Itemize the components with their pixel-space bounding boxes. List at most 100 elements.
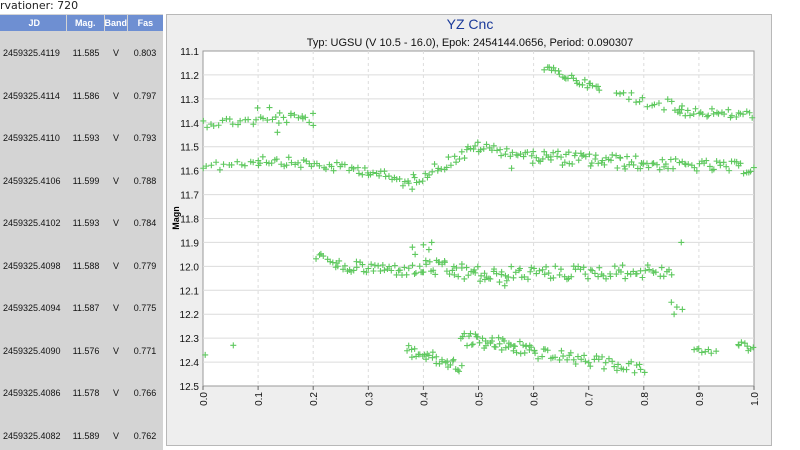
- data-point: [350, 267, 357, 274]
- data-point: [468, 341, 475, 348]
- data-point: [409, 262, 416, 269]
- data-points: [200, 64, 757, 376]
- data-point: [715, 110, 722, 117]
- data-point: [542, 346, 549, 353]
- data-point: [359, 261, 366, 268]
- data-point: [609, 358, 616, 365]
- data-point: [421, 351, 428, 358]
- cell-band: V: [112, 260, 119, 271]
- data-point: [288, 159, 295, 166]
- cell-fas: 0.771: [133, 345, 157, 356]
- data-point: [624, 270, 631, 277]
- data-point: [254, 104, 261, 111]
- data-point: [664, 96, 671, 103]
- data-point: [411, 174, 418, 181]
- data-point: [582, 358, 589, 365]
- data-point: [593, 353, 600, 360]
- cell-jd: 2459325.4082: [3, 430, 61, 441]
- data-point: [443, 164, 450, 171]
- data-point: [560, 353, 567, 360]
- data-point: [393, 271, 400, 278]
- data-point: [213, 159, 220, 166]
- data-point: [702, 348, 709, 355]
- x-tick-label: 1.0: [750, 392, 761, 406]
- data-point: [467, 330, 474, 337]
- data-point: [569, 161, 576, 168]
- data-point: [556, 271, 563, 278]
- column-header-mag[interactable]: Mag.: [66, 15, 104, 31]
- table-row[interactable]: 2459325.4086 11.578 V 0.766: [0, 388, 163, 398]
- data-point: [611, 263, 618, 270]
- table-row[interactable]: 2459325.4110 11.593 V 0.793: [0, 133, 163, 143]
- data-point: [654, 161, 661, 168]
- x-tick-label: 0.4: [419, 392, 430, 406]
- data-point: [617, 155, 624, 162]
- data-point: [508, 165, 515, 172]
- data-point: [662, 161, 669, 168]
- data-point: [521, 273, 528, 280]
- data-point: [728, 112, 735, 119]
- data-point: [533, 154, 540, 161]
- data-point: [295, 114, 302, 121]
- cell-jd: 2459325.4094: [3, 303, 61, 313]
- cell-jd: 2459325.4102: [3, 218, 61, 228]
- y-tick-label: 11.1: [180, 47, 199, 58]
- data-point: [412, 270, 419, 277]
- data-point: [624, 153, 631, 160]
- table-row[interactable]: 2459325.4102 11.593 V 0.784: [0, 218, 163, 228]
- column-header-jd[interactable]: JD: [0, 15, 66, 31]
- data-point: [625, 96, 632, 103]
- data-point: [713, 348, 720, 355]
- data-point: [459, 333, 466, 340]
- data-point: [412, 251, 419, 258]
- data-point: [480, 145, 487, 152]
- data-point: [388, 267, 395, 274]
- data-point: [520, 342, 527, 349]
- data-point: [275, 120, 282, 127]
- data-point: [487, 275, 494, 282]
- cell-fas: 0.803: [133, 48, 157, 58]
- data-point: [615, 361, 622, 368]
- data-point: [283, 162, 290, 169]
- data-point: [458, 148, 465, 155]
- data-point: [613, 367, 620, 374]
- data-point: [447, 361, 454, 368]
- data-point: [744, 343, 751, 350]
- x-tick-label: 0.9: [695, 392, 706, 406]
- table-row[interactable]: 2459325.4082 11.589 V 0.762: [0, 431, 163, 441]
- data-point: [273, 156, 280, 163]
- data-point: [399, 182, 406, 189]
- data-point: [650, 160, 657, 167]
- data-point: [539, 266, 546, 273]
- data-point: [272, 114, 279, 121]
- data-point: [253, 116, 260, 123]
- column-header-band[interactable]: Band: [105, 15, 127, 31]
- data-point: [274, 129, 281, 136]
- cell-fas: 0.775: [133, 303, 157, 313]
- data-point: [603, 275, 610, 282]
- table-row[interactable]: 2459325.4114 11.586 V 0.797: [0, 91, 163, 101]
- data-point: [431, 161, 438, 168]
- data-point: [453, 159, 460, 166]
- data-point: [517, 350, 524, 357]
- data-point: [511, 343, 518, 350]
- data-point: [425, 246, 432, 253]
- data-point: [668, 271, 675, 278]
- data-point: [602, 359, 609, 366]
- data-point: [558, 154, 565, 161]
- column-header-fas[interactable]: Fas: [127, 15, 163, 31]
- table-row[interactable]: 2459325.4094 11.587 V 0.775: [0, 303, 163, 313]
- data-point: [257, 160, 264, 167]
- table-row[interactable]: 2459325.4119 11.585 V 0.803: [0, 48, 163, 58]
- data-point: [472, 269, 479, 276]
- data-point: [545, 270, 552, 277]
- data-point: [276, 109, 283, 116]
- table-row[interactable]: 2459325.4090 11.576 V 0.771: [0, 346, 163, 356]
- data-point: [565, 149, 572, 156]
- table-row[interactable]: 2459325.4106 11.599 V 0.788: [0, 176, 163, 186]
- data-point: [376, 172, 383, 179]
- data-point: [379, 262, 386, 269]
- data-point: [708, 350, 715, 357]
- data-point: [416, 263, 423, 270]
- table-row[interactable]: 2459325.4098 11.588 V 0.779: [0, 261, 163, 271]
